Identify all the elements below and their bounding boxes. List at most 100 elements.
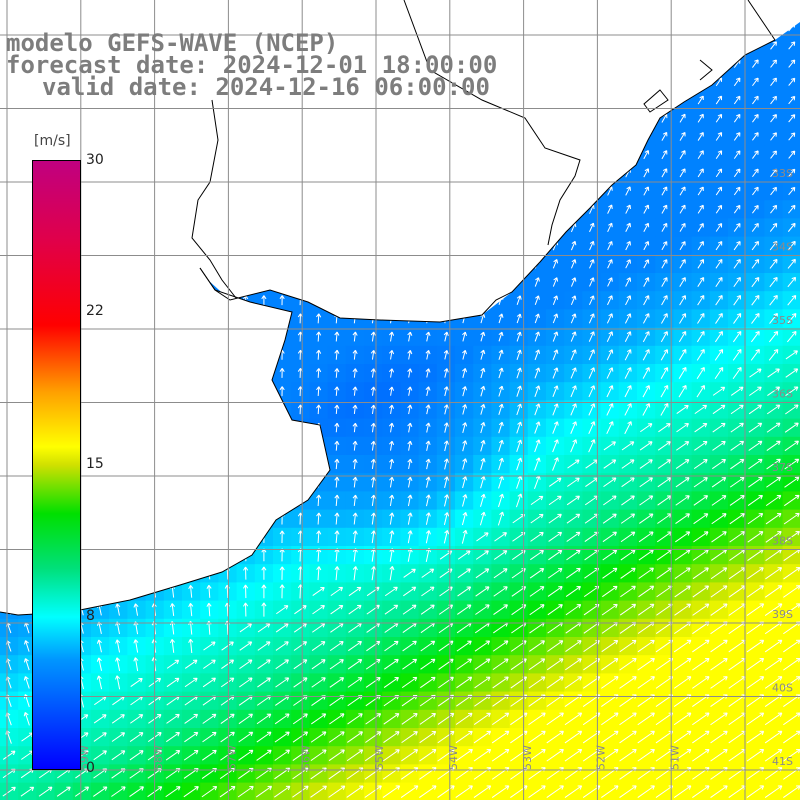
wind-arrow <box>548 513 562 524</box>
wind-arrow <box>552 331 559 342</box>
wind-arrow <box>564 676 582 689</box>
wind-arrow <box>261 584 267 599</box>
wind-arrow <box>765 512 782 525</box>
wind-arrow <box>570 313 577 324</box>
wind-arrow <box>552 403 559 416</box>
wind-arrow <box>601 676 619 689</box>
wind-arrow <box>352 458 358 470</box>
wind-arrow <box>462 331 468 342</box>
wind-arrow <box>552 367 559 379</box>
wind-arrow <box>751 240 759 251</box>
wind-arrow <box>202 677 216 688</box>
wind-arrow <box>712 422 726 433</box>
wind-arrow <box>389 331 395 342</box>
latitude-label: 35S <box>772 314 793 327</box>
wind-arrow <box>493 568 508 579</box>
wind-arrow <box>710 585 728 598</box>
wind-arrow <box>710 730 728 744</box>
wind-arrow <box>352 512 358 525</box>
wind-arrow <box>752 150 759 159</box>
wind-arrow <box>312 623 326 633</box>
wind-arrow <box>365 713 382 725</box>
wind-arrow <box>530 531 544 542</box>
wind-arrow <box>548 495 562 506</box>
longitude-label: 58W <box>152 745 165 770</box>
wind-arrow <box>788 77 796 86</box>
wind-arrow <box>443 350 449 360</box>
wind-arrow <box>456 640 472 652</box>
wind-arrow <box>785 350 798 360</box>
wind-arrow <box>748 422 763 433</box>
wind-arrow <box>534 403 541 416</box>
wind-arrow <box>133 657 139 672</box>
wind-arrow <box>639 495 654 506</box>
wind-arrow <box>567 477 580 487</box>
wind-arrow <box>715 95 723 105</box>
wind-arrow <box>475 586 490 597</box>
wind-arrow <box>474 658 491 670</box>
wind-arrow <box>657 477 672 488</box>
wind-arrow <box>498 475 504 489</box>
wind-arrow <box>619 639 637 653</box>
wind-arrow <box>425 331 431 342</box>
wind-arrow <box>370 422 376 433</box>
wind-arrow <box>673 712 692 726</box>
wind-arrow <box>552 277 559 287</box>
wind-arrow <box>347 677 363 688</box>
wind-arrow <box>639 459 653 469</box>
wind-arrow <box>784 458 800 470</box>
wind-arrow <box>74 786 90 797</box>
wind-arrow <box>642 349 650 361</box>
wind-arrow <box>624 331 632 343</box>
wind-arrow <box>676 404 689 414</box>
wind-arrow <box>733 113 741 123</box>
wind-arrow <box>657 441 671 451</box>
wind-arrow <box>480 331 486 342</box>
wind-arrow <box>389 440 395 451</box>
wind-arrow <box>334 368 340 378</box>
wind-arrow <box>515 493 523 508</box>
wind-arrow <box>480 458 486 470</box>
wind-arrow <box>621 477 635 488</box>
wind-arrow <box>534 295 540 305</box>
wind-arrow <box>480 385 486 397</box>
wind-arrow <box>601 785 619 798</box>
wind-arrow <box>570 439 578 453</box>
wind-arrow <box>770 77 777 86</box>
wind-arrow <box>694 404 708 415</box>
wind-arrow <box>425 494 431 507</box>
wind-arrow <box>516 385 522 397</box>
wind-arrow <box>475 568 490 579</box>
wind-arrow <box>765 494 782 507</box>
wind-arrow <box>420 640 436 652</box>
wind-arrow <box>311 659 326 670</box>
wind-arrow <box>462 404 468 415</box>
wind-arrow <box>425 422 431 433</box>
wind-arrow <box>697 95 704 105</box>
wind-arrow <box>715 223 723 232</box>
wind-arrow <box>588 421 596 435</box>
wind-arrow <box>334 476 340 488</box>
wind-arrow <box>115 639 121 653</box>
wind-arrow <box>401 731 418 744</box>
wind-arrow <box>93 750 107 761</box>
wind-arrow <box>370 494 376 507</box>
wind-arrow <box>206 584 212 598</box>
wind-arrow <box>639 513 654 524</box>
wind-arrow <box>624 313 632 324</box>
latitude-label: 36S <box>772 388 793 401</box>
wind-arrow <box>710 676 728 689</box>
wind-arrow <box>347 659 363 670</box>
wind-arrow <box>638 603 655 616</box>
wind-arrow <box>766 476 782 488</box>
wind-arrow <box>767 368 780 378</box>
wind-arrow <box>444 476 449 488</box>
land-uruguay-brazil <box>0 0 800 322</box>
wind-arrow <box>642 331 650 343</box>
wind-arrow <box>370 440 376 451</box>
wind-arrow <box>274 749 290 761</box>
wind-arrow <box>693 477 708 488</box>
wind-arrow <box>692 603 710 616</box>
wind-arrow <box>566 567 581 579</box>
wind-arrow <box>693 495 709 506</box>
